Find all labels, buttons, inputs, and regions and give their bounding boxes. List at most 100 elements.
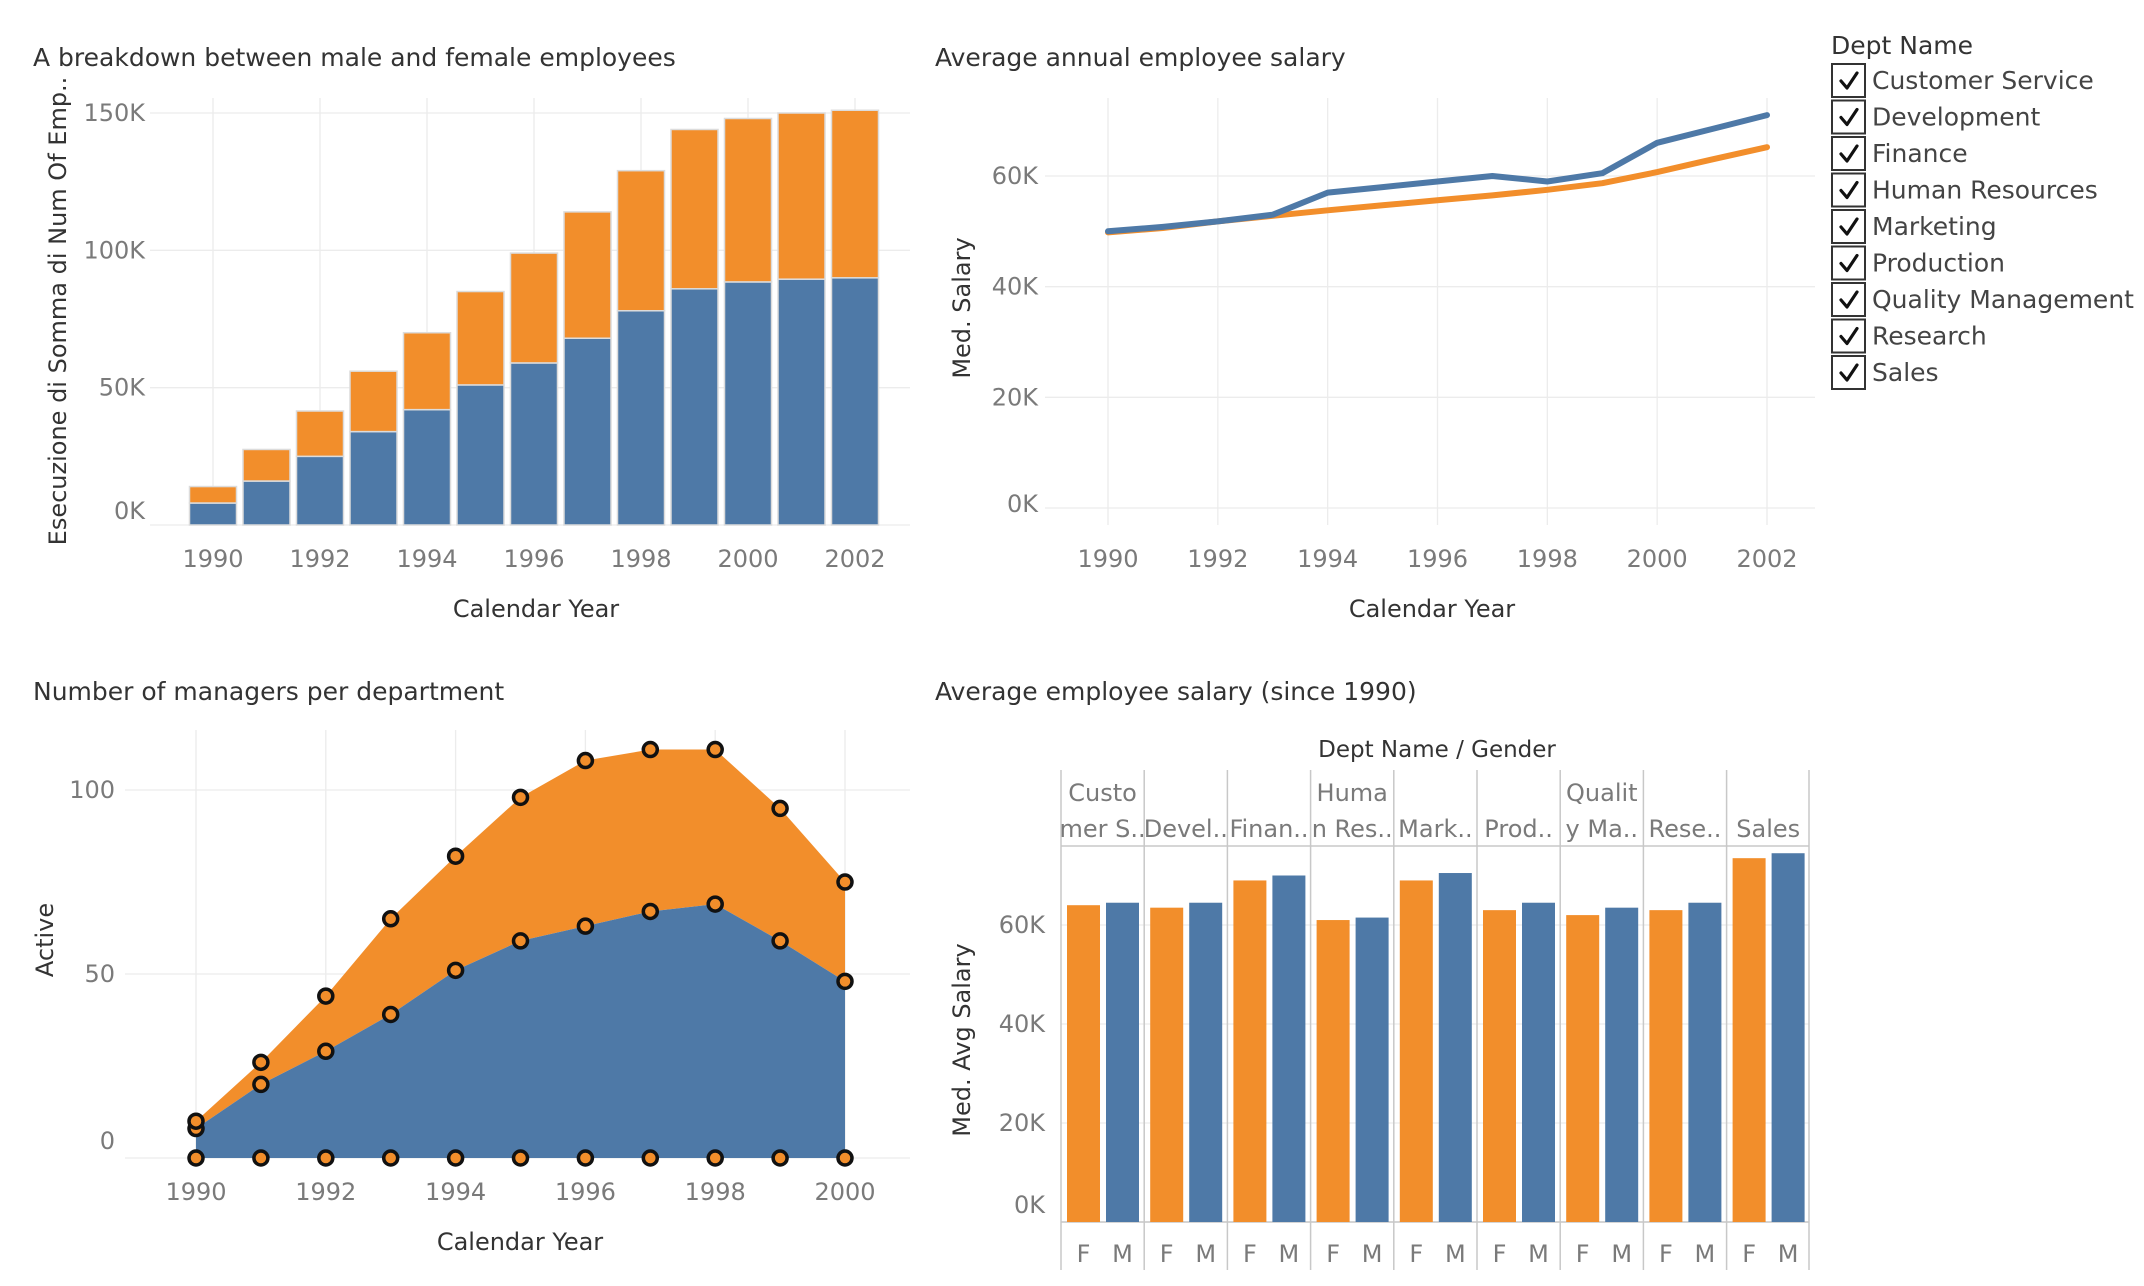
legend-item: Research bbox=[1831, 318, 1987, 354]
c1-bar-male bbox=[723, 281, 773, 526]
c3-marker-zero bbox=[641, 1149, 660, 1167]
c1-bar-female bbox=[830, 109, 880, 279]
c1-x-tick-label: 1994 bbox=[396, 545, 457, 573]
c1-bar-male bbox=[349, 430, 398, 526]
c3-area-male bbox=[196, 904, 845, 1158]
check-icon bbox=[1839, 253, 1859, 273]
chart-title-avg-salary: Average annual employee salary bbox=[935, 43, 1346, 72]
legend-item-label: Research bbox=[1872, 322, 1987, 351]
c3-marker-male bbox=[252, 1075, 270, 1094]
check-icon bbox=[1839, 71, 1859, 90]
legend-item-label: Sales bbox=[1872, 358, 1939, 387]
chart-dept-salary: Average employee salary (since 1990) Dep… bbox=[935, 677, 1810, 1270]
c1-bar-female bbox=[402, 331, 452, 411]
c4-gender-label-f: F bbox=[1243, 1240, 1257, 1268]
c3-marker-male bbox=[576, 917, 595, 935]
legend-item-label: Marketing bbox=[1872, 212, 1997, 241]
c1-bar-female bbox=[242, 448, 291, 482]
c1-bar-female bbox=[723, 117, 773, 283]
c4-bar-female bbox=[1566, 915, 1600, 1222]
legend-checkbox bbox=[1831, 172, 1866, 208]
check-icon bbox=[1839, 144, 1859, 163]
c2-y-tick-label: 0K bbox=[1007, 490, 1039, 518]
c3-marker-total bbox=[576, 751, 595, 770]
c1-bar-female bbox=[295, 410, 345, 458]
c3-marker-total bbox=[252, 1053, 270, 1072]
c4-bar-male bbox=[1272, 875, 1306, 1222]
c4-dept-label: mer S.. bbox=[1060, 815, 1146, 843]
c3-marker-total bbox=[836, 873, 854, 891]
legend-item: Customer Service bbox=[1831, 63, 2094, 98]
c4-gender-label-f: F bbox=[1326, 1240, 1340, 1268]
c4-gender-label-f: F bbox=[1160, 1240, 1174, 1268]
c3-marker-male bbox=[836, 972, 854, 991]
c1-bar-male bbox=[509, 362, 559, 526]
c3-y-tick-label: 100 bbox=[69, 776, 115, 804]
c3-marker-zero bbox=[252, 1149, 270, 1167]
c1-x-tick-label: 1990 bbox=[182, 545, 243, 573]
c4-bars bbox=[1067, 853, 1805, 1222]
c2-y-ticks: 0K 20K 40K 60K bbox=[992, 162, 1040, 518]
c4-gender-label-m: M bbox=[1611, 1240, 1632, 1268]
c1-bar-male bbox=[670, 288, 719, 526]
c4-bar-female bbox=[1316, 920, 1350, 1222]
c4-gender-label-m: M bbox=[1778, 1240, 1799, 1268]
c1-y-axis-title: Esecuzione di Somma di Num Of Emp.. bbox=[44, 77, 72, 546]
c3-x-tick-label: 2000 bbox=[814, 1178, 875, 1206]
legend-dept-name: Dept Name Customer Service Development Fin… bbox=[1831, 31, 2134, 390]
c4-dept-label: Mark.. bbox=[1398, 815, 1472, 843]
c4-bar-female bbox=[1483, 910, 1516, 1222]
c4-bar-female bbox=[1399, 880, 1433, 1222]
legend-checkbox bbox=[1831, 282, 1866, 317]
c1-x-tick-label: 1998 bbox=[610, 545, 671, 573]
c4-y-ticks: 0K 20K 40K 60K bbox=[999, 911, 1047, 1219]
c1-bar-female bbox=[509, 252, 559, 364]
c1-x-tick-label: 1996 bbox=[503, 545, 564, 573]
c4-gender-label-m: M bbox=[1195, 1240, 1216, 1268]
c4-gender-label-m: M bbox=[1362, 1240, 1383, 1268]
c2-lines bbox=[1105, 112, 1770, 236]
c4-dept-label: Rese.. bbox=[1649, 815, 1722, 843]
c1-bar-female bbox=[188, 485, 238, 504]
c1-y-ticks: 0K 50K 100K 150K bbox=[83, 99, 146, 525]
legend-item-label: Quality Management bbox=[1872, 285, 2134, 314]
c4-gender-label-f: F bbox=[1409, 1240, 1423, 1268]
c3-marker-total bbox=[446, 847, 465, 865]
c4-bar-male bbox=[1355, 917, 1389, 1222]
c2-x-tick-label: 2002 bbox=[1736, 545, 1797, 573]
c4-gender-label-m: M bbox=[1695, 1240, 1716, 1268]
c2-y-tick-label: 60K bbox=[992, 162, 1040, 190]
c1-bar-male bbox=[188, 502, 238, 526]
legend-checkbox bbox=[1831, 99, 1866, 135]
c4-gender-label-f: F bbox=[1077, 1240, 1091, 1268]
legend-checkbox bbox=[1831, 245, 1866, 281]
c2-gridlines bbox=[1045, 98, 1815, 525]
c3-x-axis-title: Calendar Year bbox=[437, 1228, 603, 1256]
legend-title: Dept Name bbox=[1831, 31, 1973, 60]
c3-y-tick-label: 50 bbox=[84, 960, 115, 988]
c4-dept-label: n Res.. bbox=[1312, 815, 1393, 843]
c1-bar-male bbox=[616, 310, 666, 526]
c1-x-axis-title: Calendar Year bbox=[453, 595, 619, 623]
c3-marker-zero bbox=[381, 1149, 400, 1167]
c4-bar-female bbox=[1067, 905, 1100, 1222]
c4-dept-label: Finan.. bbox=[1229, 815, 1308, 843]
c1-x-tick-label: 1992 bbox=[289, 545, 350, 573]
check-icon bbox=[1839, 326, 1859, 346]
c1-y-tick-label: 50K bbox=[99, 374, 147, 402]
c1-bar-female bbox=[670, 128, 719, 290]
c3-x-tick-label: 1990 bbox=[165, 1178, 226, 1206]
c4-dept-label: Prod.. bbox=[1484, 815, 1553, 843]
c3-marker-male bbox=[511, 932, 530, 950]
check-icon bbox=[1839, 180, 1859, 200]
c4-gender-label-m: M bbox=[1279, 1240, 1300, 1268]
legend-item-label: Development bbox=[1872, 103, 2040, 132]
check-icon bbox=[1839, 107, 1859, 127]
c3-marker-total bbox=[771, 799, 789, 818]
chart-gender-breakdown: A breakdown between male and female empl… bbox=[33, 43, 910, 623]
c3-marker-zero bbox=[511, 1149, 530, 1167]
c3-x-tick-label: 1994 bbox=[425, 1178, 486, 1206]
c4-bar-female bbox=[1649, 910, 1683, 1222]
c3-x-tick-label: 1996 bbox=[555, 1178, 616, 1206]
legend-checkbox bbox=[1831, 355, 1866, 390]
